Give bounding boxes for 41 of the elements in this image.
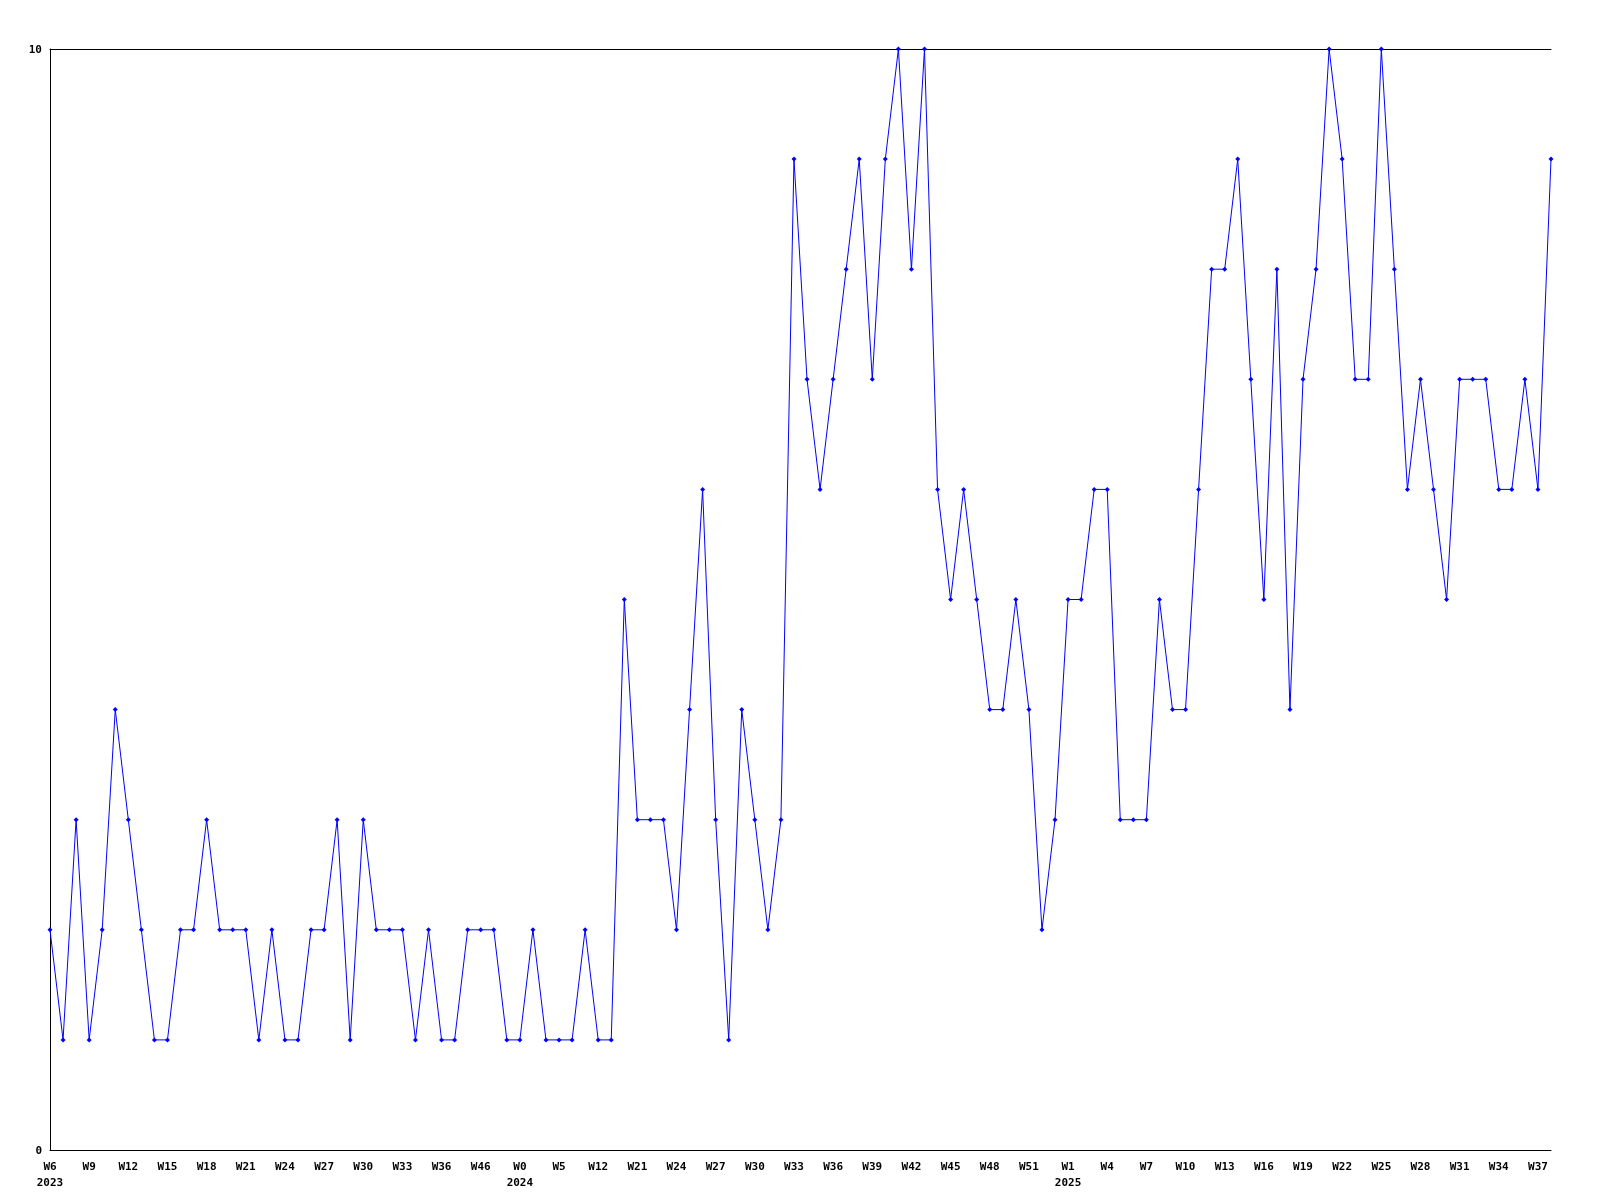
x-tick-label: W36 bbox=[823, 1159, 844, 1173]
x-tick-label: W48 bbox=[979, 1159, 1000, 1173]
x-tick-label: W13 bbox=[1214, 1159, 1235, 1173]
x-tick-label: W36 bbox=[431, 1159, 452, 1173]
x-tick-label: W24 bbox=[275, 1159, 296, 1173]
x-tick-label: W34 bbox=[1488, 1159, 1510, 1173]
x-tick-label: W39 bbox=[862, 1159, 883, 1173]
x-tick-label: W16 bbox=[1253, 1159, 1275, 1173]
x-tick-label: W24 bbox=[666, 1159, 687, 1173]
x-tick-label: W33 bbox=[784, 1159, 804, 1173]
x-tick-label: W21 bbox=[627, 1159, 648, 1173]
x-tick-label: W42 bbox=[901, 1159, 922, 1173]
y-tick-label: 10 bbox=[28, 42, 42, 56]
x-tick-label: W9 bbox=[82, 1159, 96, 1173]
x-tick-label: W37 bbox=[1528, 1159, 1548, 1173]
x-tick-label: W31 bbox=[1449, 1159, 1470, 1173]
x-tick-label: W27 bbox=[705, 1159, 726, 1173]
x-tick-label: W0 2024 bbox=[506, 1159, 534, 1189]
x-tick-label: W15 bbox=[157, 1159, 178, 1173]
x-tick-label: W6 2023 bbox=[36, 1159, 64, 1189]
x-tick-label: W12 bbox=[588, 1159, 609, 1173]
x-tick-label: W28 bbox=[1410, 1159, 1431, 1173]
x-tick-label: W4 bbox=[1100, 1159, 1115, 1173]
x-tick-label: W46 bbox=[470, 1159, 492, 1173]
x-tick-label: W33 bbox=[392, 1159, 413, 1173]
x-tick-label: W1 2025 bbox=[1054, 1159, 1082, 1189]
x-tick-label: W22 bbox=[1332, 1159, 1353, 1173]
x-tick-label: W45 bbox=[940, 1159, 961, 1173]
x-tick-label: W21 bbox=[235, 1159, 257, 1173]
x-tick-label: W27 bbox=[314, 1159, 335, 1173]
x-tick-label: W5 bbox=[552, 1159, 566, 1173]
x-tick-label: W51 bbox=[1018, 1159, 1040, 1173]
x-tick-label: W19 bbox=[1293, 1159, 1313, 1173]
x-tick-label: W12 bbox=[118, 1159, 139, 1173]
x-tick-label: W25 bbox=[1371, 1159, 1392, 1173]
x-tick-label: W30 bbox=[744, 1159, 765, 1173]
y-tick-label: 0 bbox=[35, 1143, 42, 1157]
x-tick-label: W18 bbox=[196, 1159, 217, 1173]
x-tick-label: W10 bbox=[1175, 1159, 1196, 1173]
x-tick-label: W30 bbox=[353, 1159, 374, 1173]
x-tick-label: W7 bbox=[1139, 1159, 1154, 1173]
